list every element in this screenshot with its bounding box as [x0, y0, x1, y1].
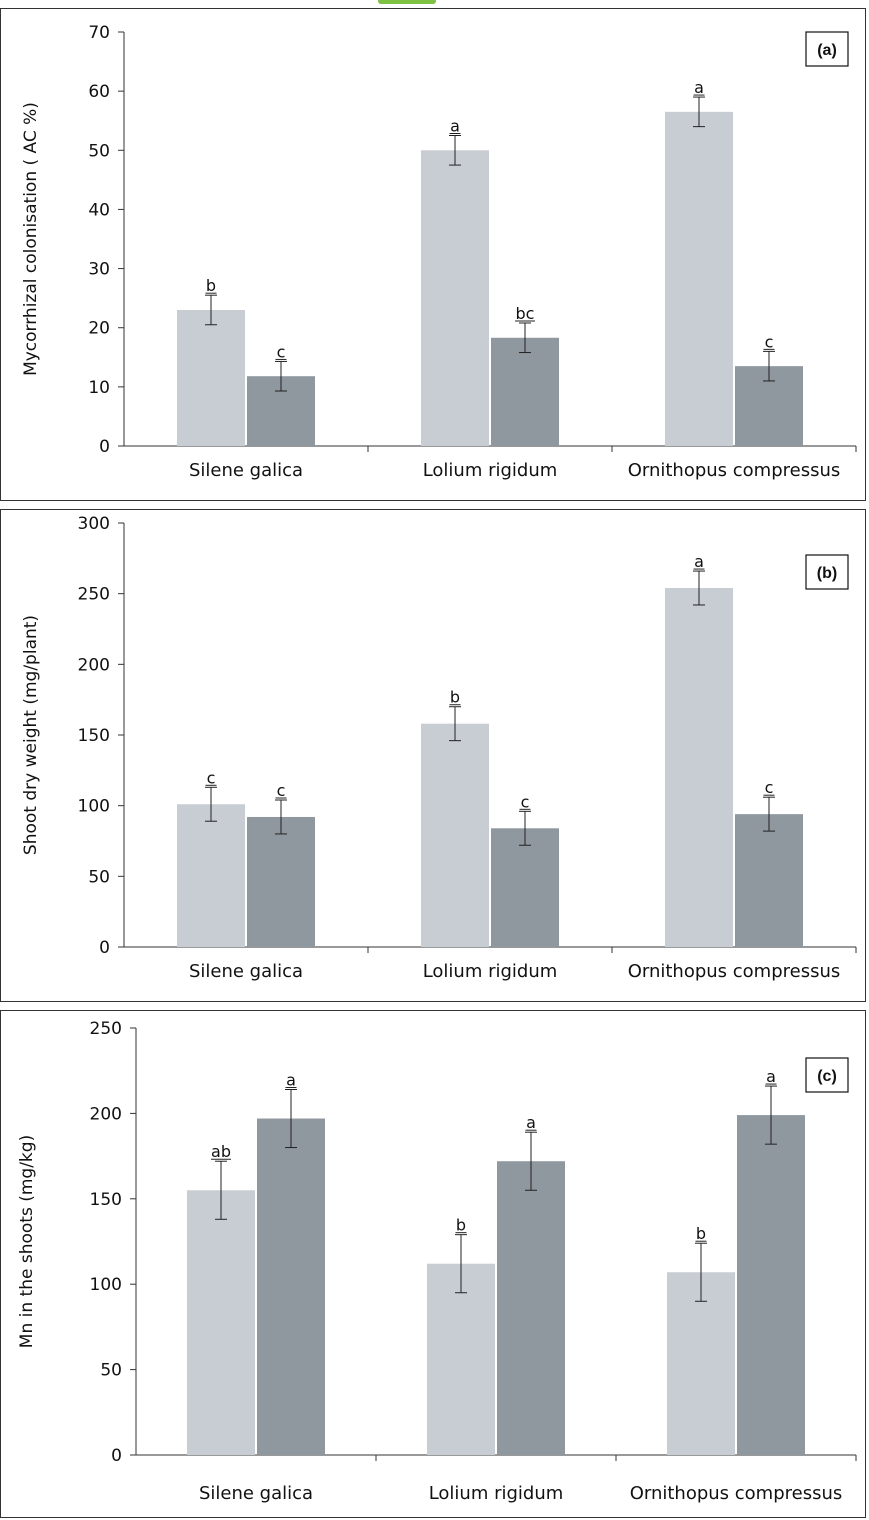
significance-label: a	[526, 1113, 536, 1132]
y-tick-label: 150	[90, 1190, 122, 1210]
panel-tag-label: (c)	[817, 1068, 837, 1085]
y-tick-label: 100	[90, 1275, 122, 1295]
chart-c-svg: 0 50 100 150 200 250 Mn in the shoots (mg/kg) S…	[0, 1010, 866, 1518]
bar	[737, 1115, 805, 1455]
significance-label: a	[694, 78, 704, 97]
significance-label: c	[765, 332, 774, 351]
significance-label: b	[696, 1224, 706, 1243]
bar	[177, 309, 245, 446]
significance-label: c	[207, 768, 216, 787]
significance-label: a	[766, 1067, 776, 1086]
y-tick-label: 150	[78, 726, 110, 746]
panel-tag-box	[805, 1057, 849, 1093]
panel-tag-box	[805, 554, 849, 590]
top-accent-bar	[378, 0, 436, 4]
chart-panel-b: 0 50 100 150 200 250 300 Shoot dry weight (mg/p…	[0, 509, 866, 1002]
x-category-label: Lolium rigidum	[423, 460, 558, 481]
y-tick-label: 0	[99, 938, 110, 958]
significance-label: a	[286, 1070, 296, 1089]
bar	[491, 828, 559, 947]
y-tick-label: 40	[88, 200, 110, 220]
bar	[667, 1272, 735, 1455]
y-tick-label: 50	[88, 867, 110, 887]
y-tick-label: 20	[88, 319, 110, 339]
x-category-label: Silene galica	[189, 460, 303, 481]
y-tick-label: 70	[88, 23, 110, 43]
x-category-label: Ornithopus compressus	[630, 1483, 843, 1504]
y-tick-label: 60	[88, 82, 110, 102]
y-tick-label: 250	[78, 585, 110, 605]
bar	[735, 814, 803, 947]
significance-label: a	[694, 552, 704, 571]
bar	[187, 1190, 255, 1455]
y-tick-label: 250	[90, 1019, 122, 1039]
y-tick-label: 50	[100, 1361, 122, 1381]
significance-label: a	[450, 117, 460, 136]
panel-frame	[0, 8, 866, 501]
panel-tag-label: (b)	[817, 565, 837, 582]
y-tick-label: 50	[88, 141, 110, 161]
bar	[665, 111, 733, 446]
significance-label: ab	[211, 1142, 231, 1161]
panel-tag-box	[805, 31, 849, 67]
y-tick-label: 300	[78, 514, 110, 534]
chart-panel-c: 0 50 100 150 200 250 Mn in the shoots (mg/kg) S…	[0, 1010, 866, 1518]
y-axis-title: Shoot dry weight (mg/plant)	[21, 615, 41, 855]
significance-label: b	[456, 1216, 466, 1235]
x-category-label: Silene galica	[189, 961, 303, 982]
chart-b-svg: 0 50 100 150 200 250 300 Shoot dry weight (mg/p…	[0, 509, 866, 1002]
bar	[421, 150, 489, 447]
significance-label: b	[206, 276, 216, 295]
significance-label: b	[450, 688, 460, 707]
panel-frame	[0, 1010, 866, 1518]
y-tick-label: 200	[90, 1104, 122, 1124]
x-category-label: Ornithopus compressus	[628, 460, 841, 481]
y-axis-title: Mycorrhizal colonisation ( AC %)	[21, 102, 41, 376]
y-tick-label: 30	[88, 260, 110, 280]
significance-label: c	[277, 781, 286, 800]
bar	[177, 804, 245, 947]
y-tick-label: 100	[78, 797, 110, 817]
bar	[497, 1161, 565, 1455]
x-category-label: Lolium rigidum	[423, 961, 558, 982]
x-category-label: Lolium rigidum	[429, 1483, 564, 1504]
panel-frame	[0, 509, 866, 1002]
bar	[421, 723, 489, 947]
chart-a-svg: 0 10 20 30 40 50 60 70 Mycorrhizal colonisation …	[0, 8, 866, 501]
significance-label: bc	[516, 304, 535, 323]
y-tick-label: 0	[111, 1446, 122, 1466]
y-axis-title: Mn in the shoots (mg/kg)	[17, 1135, 37, 1348]
bar	[257, 1118, 325, 1455]
bar	[247, 816, 315, 947]
y-tick-label: 200	[78, 655, 110, 675]
y-tick-label: 10	[88, 378, 110, 398]
chart-panel-a: 0 10 20 30 40 50 60 70 Mycorrhizal colonisation …	[0, 8, 866, 501]
x-category-label: Ornithopus compressus	[628, 961, 841, 982]
x-category-label: Silene galica	[199, 1483, 313, 1504]
significance-label: c	[521, 792, 530, 811]
panel-tag-label: (a)	[817, 42, 837, 59]
bar	[427, 1263, 495, 1455]
bar	[491, 337, 559, 446]
significance-label: c	[765, 778, 774, 797]
y-tick-label: 0	[99, 437, 110, 457]
significance-label: c	[277, 342, 286, 361]
bar	[665, 588, 733, 947]
